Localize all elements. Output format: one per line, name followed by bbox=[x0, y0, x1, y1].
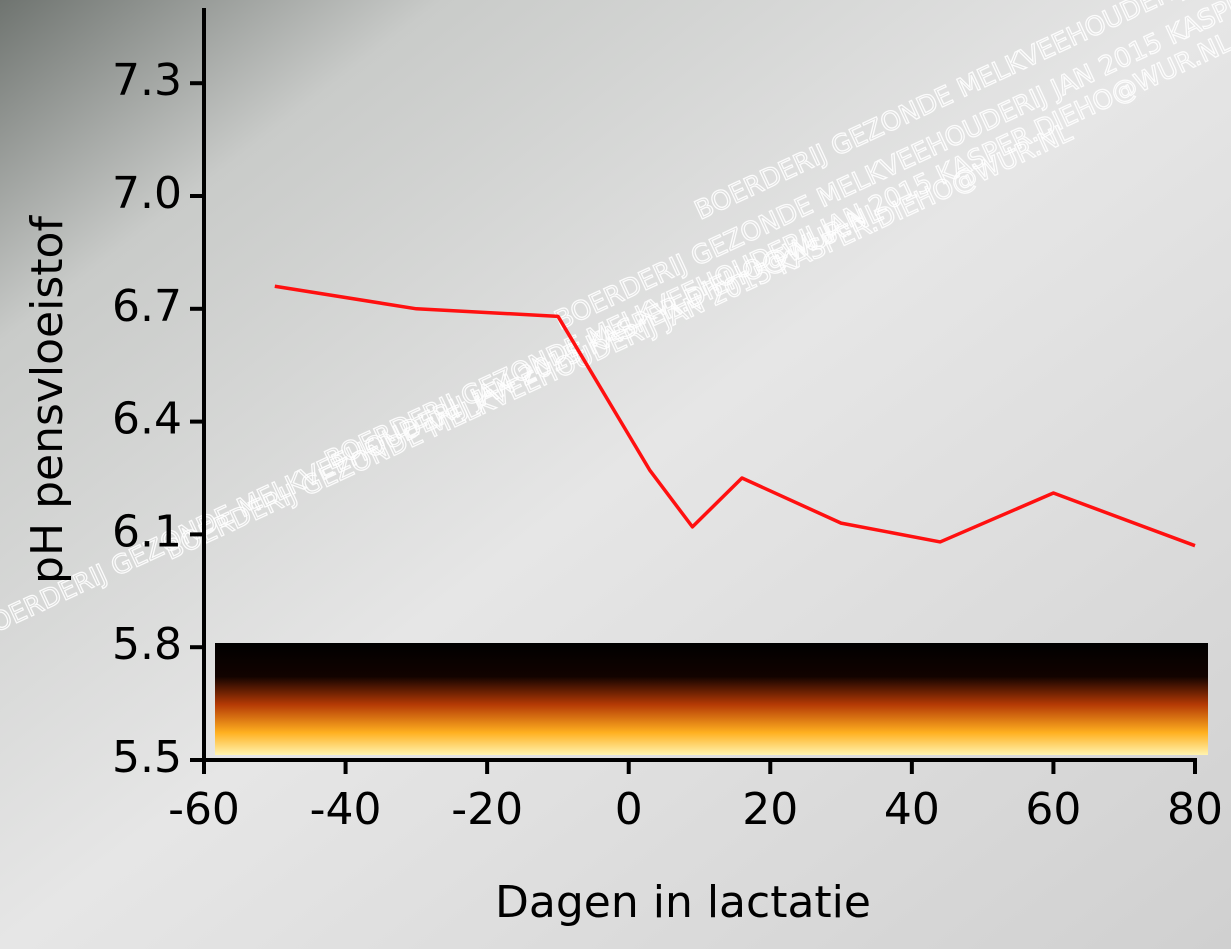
y-axis-label: pH pensvloeistof bbox=[22, 215, 73, 584]
x-tick-label: 80 bbox=[1167, 784, 1223, 835]
x-tick-label: -20 bbox=[451, 784, 523, 835]
x-tick-label: 40 bbox=[884, 784, 940, 835]
y-tick-label: 6.7 bbox=[112, 281, 182, 332]
y-tick-label: 6.4 bbox=[112, 394, 182, 445]
y-tick-label: 5.5 bbox=[112, 732, 182, 783]
y-tick-label: 7.3 bbox=[112, 55, 182, 106]
x-tick-label: -60 bbox=[168, 784, 240, 835]
data-line bbox=[274, 284, 1196, 548]
fire-strip bbox=[215, 643, 1208, 755]
x-tick-label: 60 bbox=[1025, 784, 1081, 835]
x-tick-label: 20 bbox=[742, 784, 798, 835]
y-tick-label: 7.0 bbox=[112, 168, 182, 219]
y-tick-label: 6.1 bbox=[112, 506, 182, 557]
x-tick-label: 0 bbox=[615, 784, 643, 835]
x-axis-label: Dagen in lactatie bbox=[495, 877, 871, 928]
x-tick-label: -40 bbox=[310, 784, 382, 835]
y-tick-label: 5.8 bbox=[112, 619, 182, 670]
